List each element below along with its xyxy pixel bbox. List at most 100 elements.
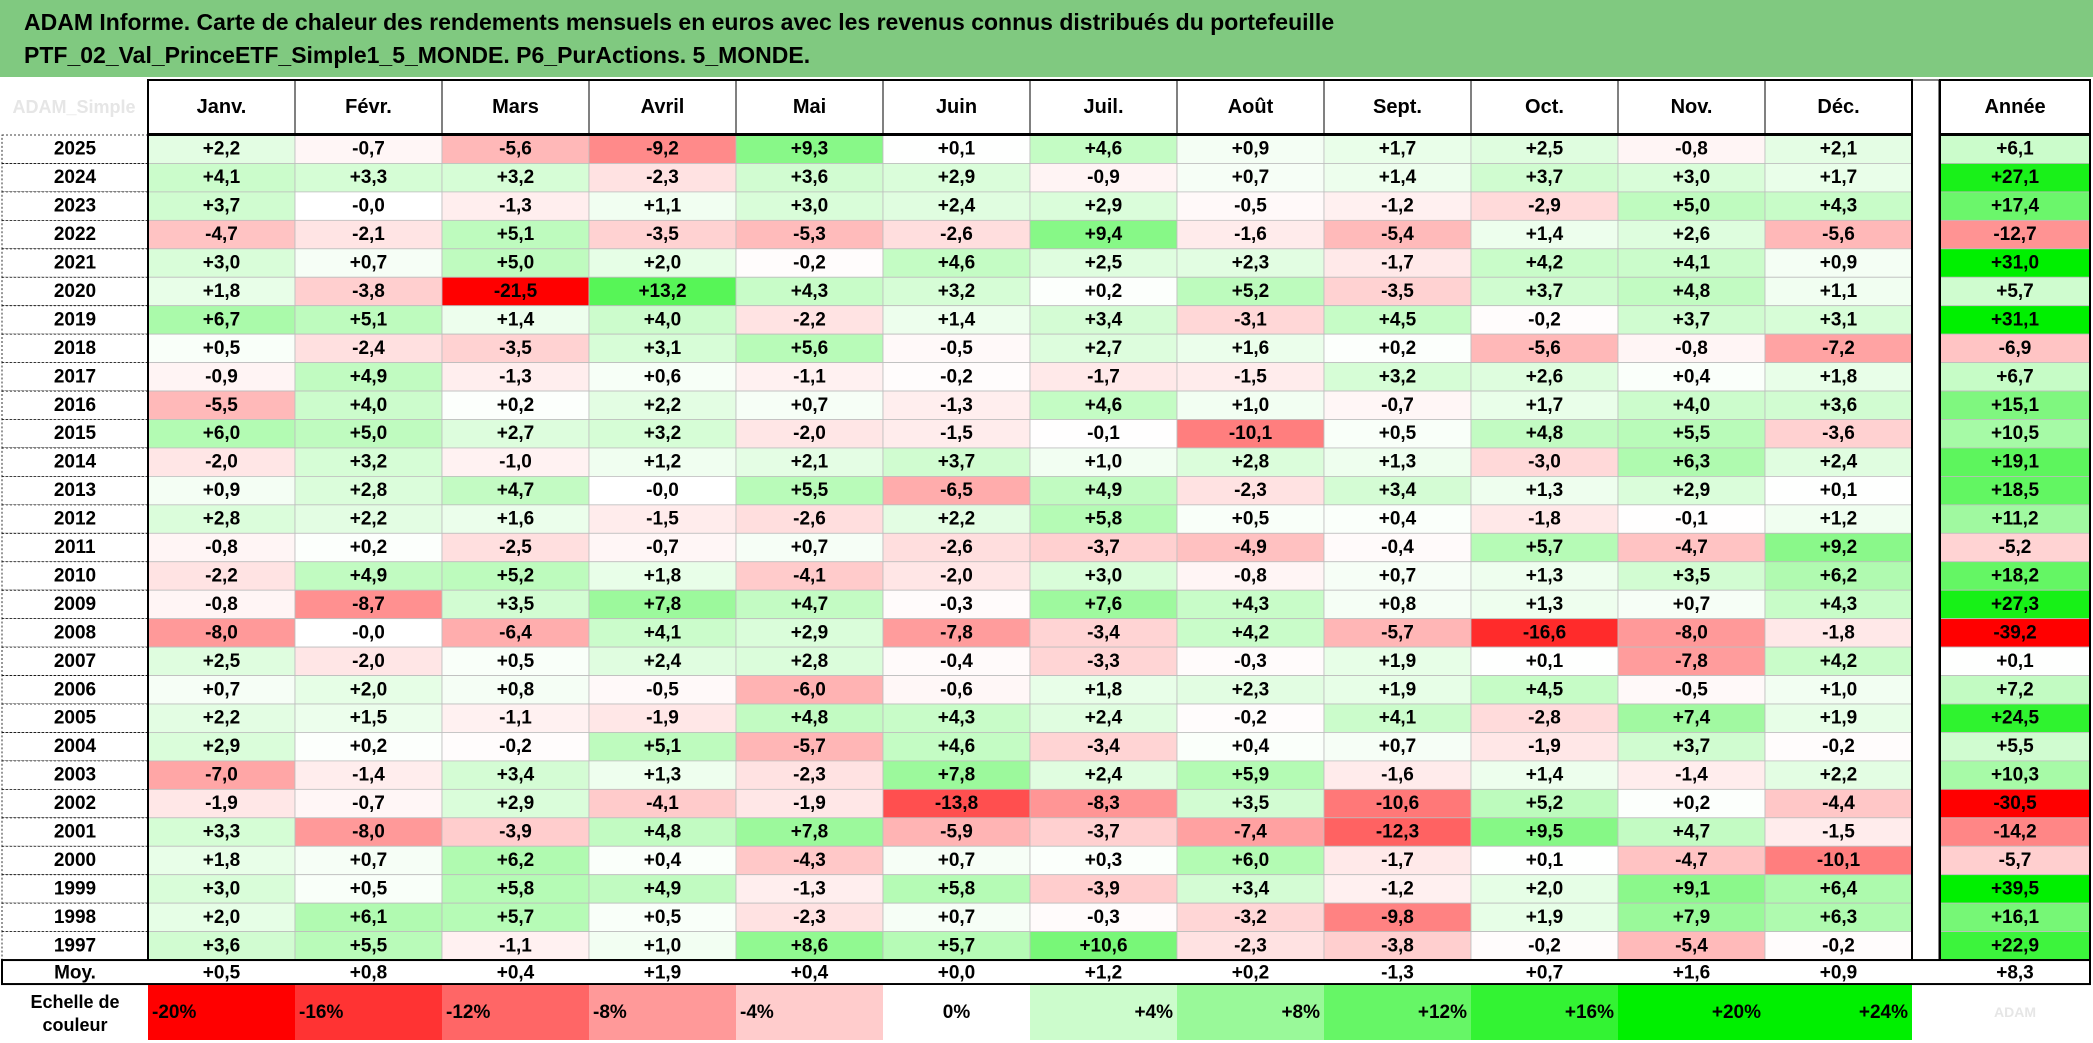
cell-value: +1,0 bbox=[1820, 679, 1858, 700]
cell-value: +4,7 bbox=[791, 594, 829, 615]
cell-value: -2,0 bbox=[940, 565, 973, 586]
cell-value: +5,1 bbox=[497, 224, 535, 245]
annual-cell bbox=[1939, 191, 2091, 221]
cell-value: +1,7 bbox=[1526, 395, 1564, 416]
cell-value: -6,4 bbox=[499, 622, 532, 643]
cell-value: +1,0 bbox=[1232, 395, 1270, 416]
cell-value: -2,0 bbox=[352, 651, 385, 672]
cell-value: +7,8 bbox=[791, 822, 829, 843]
cell-value: +0,1 bbox=[938, 139, 976, 160]
scale-swatch bbox=[736, 985, 883, 1040]
month-header-3: Avril bbox=[641, 96, 685, 118]
cell-value: -2,2 bbox=[793, 309, 826, 330]
heatmap-cell bbox=[1323, 532, 1472, 563]
heatmap-cell bbox=[441, 163, 590, 193]
cell-value: +3,0 bbox=[203, 253, 241, 274]
report-title-line-2: PTF_02_Val_PrinceETF_Simple1_5_MONDE. P6… bbox=[24, 42, 811, 68]
heatmap-cell bbox=[147, 732, 296, 762]
heatmap-cell bbox=[1617, 788, 1766, 819]
cell-value: -0,1 bbox=[1675, 509, 1708, 530]
cell-value: -0,0 bbox=[646, 480, 679, 501]
heatmap-cell bbox=[1176, 646, 1325, 676]
heatmap-cell bbox=[1176, 845, 1325, 876]
scale-step-label: +4% bbox=[1134, 1002, 1173, 1023]
cell-value: +2,1 bbox=[791, 452, 829, 473]
cell-value: +3,7 bbox=[1526, 281, 1564, 302]
heatmap-cell bbox=[147, 419, 296, 449]
cell-value: +4,8 bbox=[644, 822, 682, 843]
year-label: 2023 bbox=[54, 196, 96, 217]
cell-value: -2,1 bbox=[352, 224, 385, 245]
heatmap-cell bbox=[1029, 305, 1178, 335]
cell-value: -0,3 bbox=[1234, 651, 1267, 672]
cell-value: -1,1 bbox=[499, 708, 532, 729]
cell-value: +3,2 bbox=[350, 452, 388, 473]
cell-value: +1,8 bbox=[203, 281, 241, 302]
heatmap-cell bbox=[1176, 419, 1325, 449]
cell-value: -0,1 bbox=[1087, 423, 1120, 444]
average-label: Moy. bbox=[54, 963, 96, 984]
heatmap-cell bbox=[147, 817, 296, 847]
heatmap-cell bbox=[1764, 333, 1913, 363]
cell-value: -1,9 bbox=[1528, 736, 1561, 757]
cell-value: +0,5 bbox=[350, 878, 388, 899]
cell-value: +2,9 bbox=[1673, 480, 1711, 501]
cell-value: +3,0 bbox=[1673, 167, 1711, 188]
heatmap-cell bbox=[1323, 276, 1472, 307]
heatmap-cell bbox=[441, 931, 590, 961]
cell-value: -0,2 bbox=[499, 736, 532, 757]
heatmap-cell bbox=[441, 675, 590, 705]
annual-value: -12,7 bbox=[1993, 224, 2036, 245]
cell-value: +1,9 bbox=[1820, 708, 1858, 729]
cell-value: -0,2 bbox=[1822, 736, 1855, 757]
cell-value: +2,4 bbox=[1085, 765, 1123, 786]
heatmap-cell bbox=[1323, 902, 1472, 933]
scale-step-label: -16% bbox=[299, 1002, 343, 1023]
heatmap-cell bbox=[1470, 845, 1619, 876]
cell-value: +0,5 bbox=[203, 338, 241, 359]
heatmap-cell bbox=[735, 902, 884, 933]
annual-cell bbox=[1939, 732, 2091, 762]
cell-value: -0,0 bbox=[352, 622, 385, 643]
annual-value: +7,2 bbox=[1996, 679, 2034, 700]
cell-value: -5,3 bbox=[793, 224, 826, 245]
cell-value: -0,8 bbox=[1675, 139, 1708, 160]
cell-value: +1,4 bbox=[497, 309, 535, 330]
year-cell bbox=[1, 874, 149, 904]
cell-value: -0,4 bbox=[1381, 537, 1414, 558]
cell-value: -6,0 bbox=[793, 679, 826, 700]
annual-header-label: Année bbox=[1984, 96, 2045, 118]
cell-value: +4,6 bbox=[1085, 395, 1123, 416]
heatmap-cell bbox=[588, 362, 737, 392]
heatmap-cell bbox=[882, 134, 1031, 164]
heatmap-cell bbox=[294, 219, 443, 250]
cell-value: +0,2 bbox=[1379, 338, 1417, 359]
cell-value: +0,4 bbox=[1379, 509, 1417, 530]
cell-value: -10,1 bbox=[1817, 850, 1861, 871]
cell-value: +2,5 bbox=[1526, 139, 1564, 160]
month-header-1: Févr. bbox=[345, 96, 392, 118]
cell-value: -4,1 bbox=[646, 793, 679, 814]
heatmap-cell bbox=[1323, 817, 1472, 847]
heatmap-cell bbox=[588, 532, 737, 563]
cell-value: +5,2 bbox=[1232, 281, 1270, 302]
heatmap-cell bbox=[882, 504, 1031, 534]
heatmap-cell bbox=[735, 248, 884, 278]
cell-value: +0,9 bbox=[1820, 253, 1858, 274]
cell-value: +0,9 bbox=[1232, 139, 1270, 160]
annual-value: +15,1 bbox=[1991, 395, 2040, 416]
annual-value: +6,7 bbox=[1996, 366, 2034, 387]
cell-value: -5,9 bbox=[940, 822, 973, 843]
cell-value: +0,3 bbox=[1085, 850, 1123, 871]
heatmap-cell bbox=[588, 219, 737, 250]
heatmap-cell bbox=[441, 333, 590, 363]
cell-value: +2,5 bbox=[1085, 253, 1123, 274]
average-value: +1,2 bbox=[1085, 963, 1123, 984]
scale-swatch bbox=[148, 985, 295, 1040]
cell-value: +4,9 bbox=[350, 565, 388, 586]
heatmap-cell bbox=[1617, 191, 1766, 221]
cell-value: +5,1 bbox=[644, 736, 682, 757]
cell-value: -5,6 bbox=[1822, 224, 1855, 245]
cell-value: +4,3 bbox=[1820, 594, 1858, 615]
heatmap-cell bbox=[147, 902, 296, 933]
